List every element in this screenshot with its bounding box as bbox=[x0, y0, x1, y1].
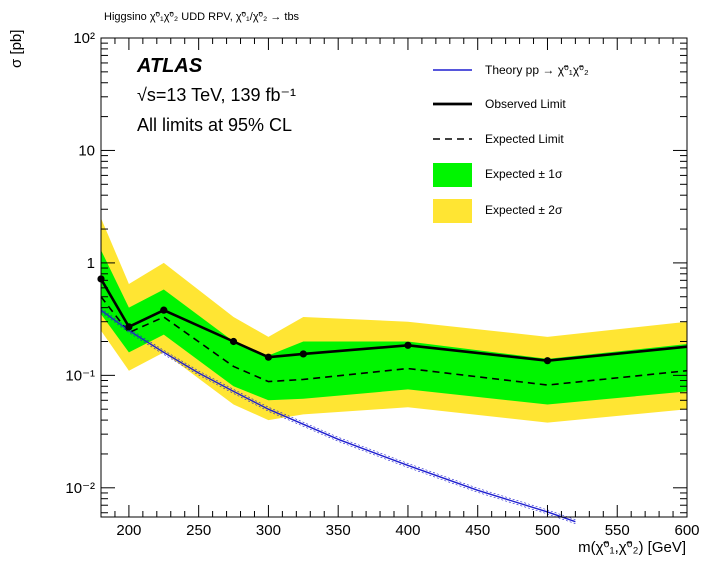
x-tick-label: 450 bbox=[465, 522, 490, 539]
chart-title: Higgsino χ̃⁰₁χ̃⁰₂ UDD RPV, χ̃⁰₁/χ̃⁰₂ → t… bbox=[104, 11, 300, 23]
y-tick-label: 1 bbox=[87, 255, 95, 272]
legend-band1-marker bbox=[433, 163, 472, 187]
x-axis-label: m(χ̃⁰₁,χ̃⁰₂) [GeV] bbox=[578, 539, 686, 556]
x-tick-label: 300 bbox=[256, 522, 281, 539]
atlas-label: ATLAS bbox=[137, 55, 203, 77]
legend-band1-label: Expected ± 1σ bbox=[485, 167, 563, 181]
legend-observed-label: Observed Limit bbox=[485, 97, 566, 111]
x-tick-label: 200 bbox=[116, 522, 141, 539]
observed-point bbox=[125, 323, 133, 331]
y-axis-label: σ [pb] bbox=[8, 29, 25, 68]
observed-point bbox=[404, 341, 412, 349]
cl-label: All limits at 95% CL bbox=[137, 115, 293, 135]
x-tick-label: 250 bbox=[186, 522, 211, 539]
y-tick-label: 10⁻² bbox=[65, 480, 95, 497]
x-tick-label: 500 bbox=[535, 522, 560, 539]
theory-line bbox=[100, 309, 576, 523]
plot-frame bbox=[100, 37, 688, 518]
band-1sigma bbox=[101, 250, 687, 405]
x-tick-label: 550 bbox=[605, 522, 630, 539]
x-tick-label: 400 bbox=[395, 522, 420, 539]
legend-expected-label: Expected Limit bbox=[485, 132, 564, 146]
y-tick-label: 10 bbox=[78, 142, 95, 159]
observed-point bbox=[543, 357, 552, 365]
expected-limit-line bbox=[100, 296, 688, 386]
legend-band2-marker bbox=[433, 199, 472, 223]
legend-theory-label: Theory pp → χ̃⁰₁χ̃⁰₂ bbox=[485, 63, 589, 77]
observed-point bbox=[264, 353, 273, 361]
y-tick-label: 10⁻¹ bbox=[65, 367, 95, 384]
x-tick-label: 350 bbox=[326, 522, 351, 539]
energy-lumi-label: √s=13 TeV, 139 fb⁻¹ bbox=[137, 85, 296, 105]
observed-point bbox=[299, 350, 307, 358]
y-tick-label: 10² bbox=[73, 30, 95, 47]
x-tick-label: 600 bbox=[674, 522, 699, 539]
observed-point bbox=[229, 337, 238, 346]
observed-point bbox=[160, 306, 168, 314]
legend-band2-label: Expected ± 2σ bbox=[485, 203, 563, 217]
